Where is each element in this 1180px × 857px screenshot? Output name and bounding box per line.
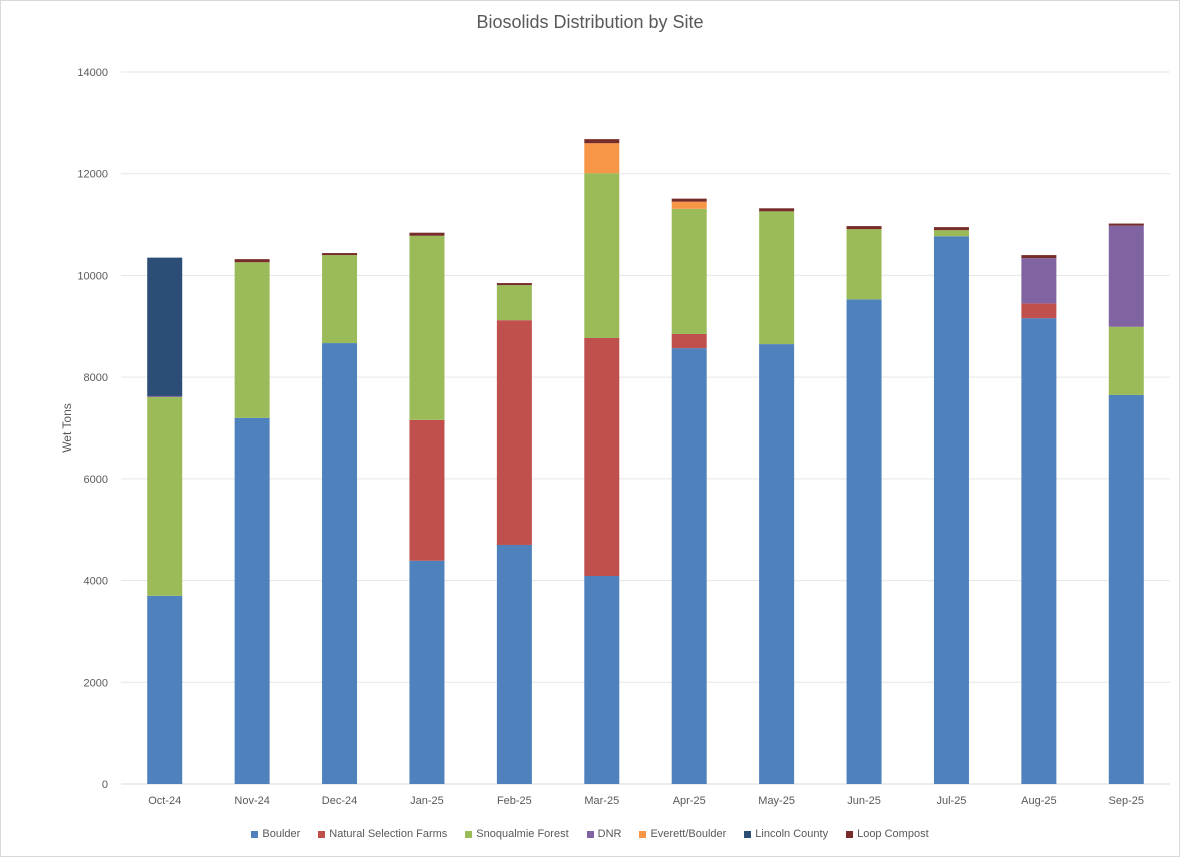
bar-segment-boulder (1108, 394, 1144, 784)
bar-segment-loop-compost (409, 232, 445, 236)
legend-label: Loop Compost (857, 828, 929, 840)
legend-swatch (586, 830, 594, 838)
y-axis-label: Wet Tons (60, 403, 74, 453)
bar-segment-loop-compost (759, 208, 795, 212)
bar-segment-boulder (147, 595, 183, 784)
bar-segment-loop-compost (671, 198, 707, 202)
y-tick-label: 2000 (84, 677, 108, 689)
bar-segment-snoqualmie-forest (933, 230, 969, 237)
bar-segment-boulder (409, 560, 445, 784)
bar-segment-dnr (147, 395, 183, 397)
legend-item: Everett/Boulder (639, 828, 726, 840)
bar-segment-boulder (322, 343, 358, 784)
bar-segment-snoqualmie-forest (1108, 326, 1144, 395)
bar-segment-snoqualmie-forest (322, 255, 358, 344)
bar-segment-natural-selection-farms (671, 333, 707, 349)
legend-item: DNR (586, 828, 622, 840)
legend-item: Natural Selection Farms (318, 828, 447, 840)
bar-segment-boulder (933, 236, 969, 785)
bar-segment-boulder (759, 344, 795, 784)
bar-segment-loop-compost (1021, 255, 1057, 259)
bar-segment-dnr (1108, 225, 1144, 327)
bar-segment-snoqualmie-forest (759, 211, 795, 345)
y-tick-label: 8000 (84, 372, 108, 384)
bar-segment-loop-compost (846, 226, 882, 230)
x-tick-label: Aug-25 (1021, 795, 1056, 807)
bar-segment-natural-selection-farms (584, 337, 620, 576)
x-tick-label: Oct-24 (148, 795, 181, 807)
bar-segment-boulder (496, 544, 532, 784)
x-tick-label: Feb-25 (497, 795, 532, 807)
bar-segment-loop-compost (322, 253, 358, 256)
legend-label: Boulder (262, 828, 301, 840)
bar-segment-loop-compost (496, 283, 532, 286)
bar-segment-everett-boulder (671, 201, 707, 209)
y-tick-label: 10000 (77, 270, 108, 282)
bar-segment-everett-boulder (584, 143, 620, 174)
bar-segment-snoqualmie-forest (584, 173, 620, 338)
legend-item: Loop Compost (846, 828, 929, 840)
x-tick-label: Dec-24 (322, 795, 357, 807)
x-tick-label: Jul-25 (936, 795, 966, 807)
legend-label: Everett/Boulder (650, 828, 727, 840)
bar-segment-snoqualmie-forest (147, 396, 183, 596)
bar-segment-boulder (584, 575, 620, 784)
bar-segment-dnr (1021, 258, 1057, 304)
bar-segment-natural-selection-farms (409, 419, 445, 561)
legend-label: DNR (597, 828, 622, 840)
bar-segment-snoqualmie-forest (846, 229, 882, 300)
x-tick-label: Jun-25 (847, 795, 881, 807)
bar-segment-boulder (234, 417, 270, 784)
bar-segment-natural-selection-farms (1021, 303, 1057, 319)
legend: Boulder Natural Selection Farms Snoqualmie… (0, 828, 1180, 840)
legend-swatch (251, 830, 259, 838)
bar-segment-loop-compost (234, 259, 270, 263)
x-tick-label: May-25 (758, 795, 795, 807)
x-tick-label: Sep-25 (1109, 795, 1144, 807)
y-tick-label: 0 (102, 779, 108, 791)
x-tick-label: Nov-24 (234, 795, 269, 807)
x-tick-label: Jan-25 (410, 795, 444, 807)
bar-segment-snoqualmie-forest (409, 235, 445, 420)
bar-segment-loop-compost (933, 227, 969, 231)
bar-segment-loop-compost (584, 139, 620, 144)
x-tick-label: Apr-25 (673, 795, 706, 807)
legend-swatch (318, 830, 326, 838)
bar-segment-snoqualmie-forest (234, 262, 270, 418)
bar-segment-snoqualmie-forest (671, 208, 707, 334)
bar-segment-boulder (1021, 318, 1057, 784)
legend-item: Lincoln County (744, 828, 828, 840)
y-tick-label: 4000 (84, 576, 108, 588)
y-tick-label: 12000 (77, 169, 108, 181)
bar-segment-boulder (846, 299, 882, 784)
legend-swatch (639, 830, 647, 838)
legend-item: Boulder (251, 828, 300, 840)
legend-label: Lincoln County (755, 828, 829, 840)
bar-segment-natural-selection-farms (496, 320, 532, 545)
bar-segment-boulder (671, 348, 707, 784)
x-tick-label: Mar-25 (584, 795, 619, 807)
y-tick-label: 6000 (84, 474, 108, 486)
legend-label: Snoqualmie Forest (476, 828, 569, 840)
legend-label: Natural Selection Farms (329, 828, 448, 840)
legend-swatch (846, 830, 854, 838)
bar-segment-loop-compost (1108, 223, 1144, 226)
chart-title: Biosolids Distribution by Site (476, 12, 704, 32)
bar-segment-snoqualmie-forest (496, 285, 532, 321)
bar-segment-lincoln-county (147, 257, 183, 396)
legend-item: Snoqualmie Forest (465, 828, 569, 840)
y-tick-label: 14000 (77, 67, 108, 79)
legend-swatch (465, 830, 473, 838)
legend-swatch (744, 830, 752, 838)
